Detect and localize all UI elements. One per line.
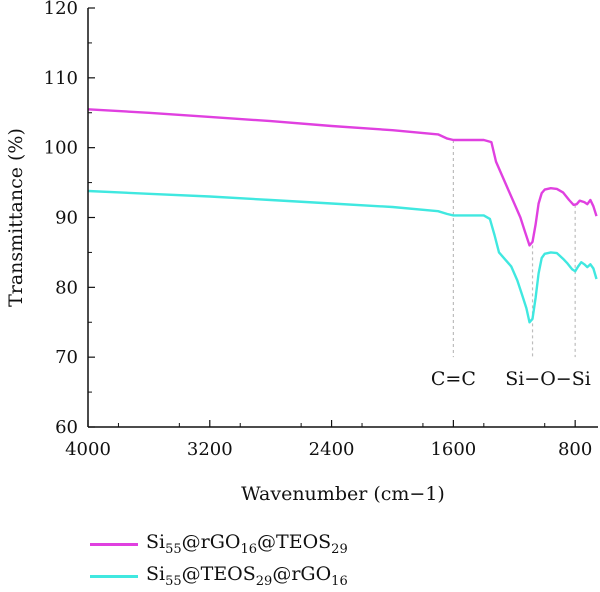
- x-axis-title: Wavenumber (cm−1): [241, 483, 445, 505]
- x-tick-label: 4000: [65, 439, 111, 460]
- legend-item-2: Si55@TEOS29@rGO16: [90, 560, 348, 592]
- series-line-1: [87, 108, 598, 247]
- series-layer: [87, 108, 598, 324]
- y-tick-label: 70: [55, 347, 78, 368]
- axis-layer: 60 70 80 90 100 110 120 4000 3200 2400 1600 800: [44, 0, 598, 460]
- x-tick-label: 800: [558, 439, 592, 460]
- legend: Si55@rGO16@TEOS29 Si55@TEOS29@rGO16: [90, 528, 348, 592]
- annotation-label: Si−O−Si: [505, 368, 591, 390]
- series-line-2: [87, 189, 598, 324]
- annotation-label: C=C: [431, 368, 476, 390]
- y-tick-label: 110: [44, 68, 78, 89]
- x-tick-label: 3200: [187, 439, 233, 460]
- legend-swatch-2: [90, 574, 138, 578]
- y-tick-label: 90: [55, 208, 78, 229]
- y-axis-title: Transmittance (%): [5, 128, 27, 307]
- annotation-layer: C=C Si−O−Si: [431, 139, 591, 390]
- y-tick-label: 80: [55, 277, 78, 298]
- y-tick-label: 120: [44, 0, 78, 19]
- legend-swatch-1: [90, 542, 138, 546]
- y-tick-label: 60: [55, 417, 78, 438]
- legend-item-1: Si55@rGO16@TEOS29: [90, 528, 348, 560]
- legend-label-1: Si55@rGO16@TEOS29: [146, 531, 348, 557]
- x-tick-label: 1600: [430, 439, 476, 460]
- ftir-chart: C=C Si−O−Si 60 70 80 90 100 110 120 4000 3200 2400…: [5, 0, 598, 505]
- y-tick-label: 100: [44, 138, 78, 159]
- x-tick-label: 2400: [309, 439, 355, 460]
- legend-label-2: Si55@TEOS29@rGO16: [146, 563, 348, 589]
